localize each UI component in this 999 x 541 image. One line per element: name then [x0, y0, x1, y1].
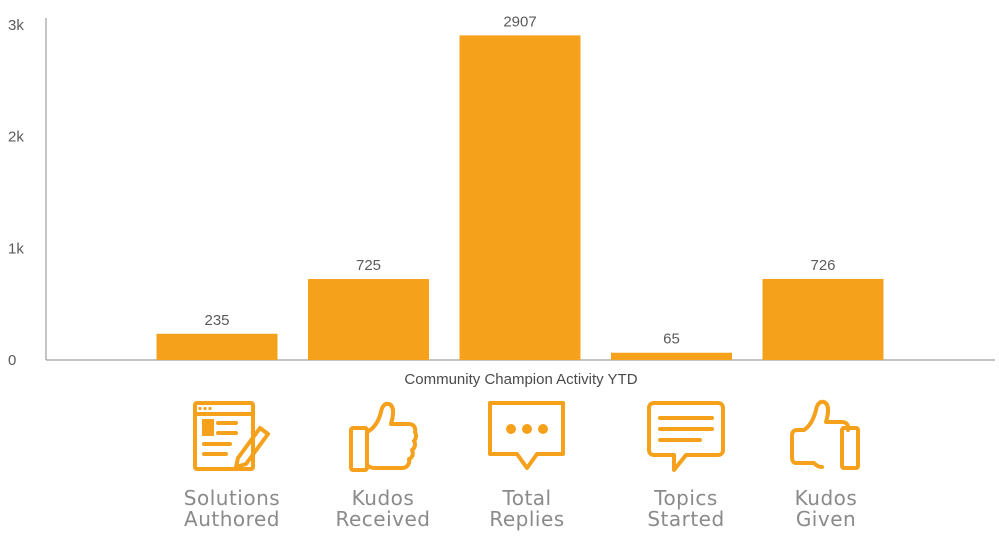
category-topics-started: Topics Started [611, 398, 761, 530]
data-label: 65 [663, 331, 680, 348]
x-axis-label: Community Champion Activity YTD [404, 371, 638, 388]
chat-lines-icon [647, 401, 725, 472]
thumbs-up-icon [349, 401, 419, 472]
category-label: Topics Started [647, 486, 725, 531]
data-label: 2907 [503, 13, 536, 30]
category-kudos-received: Kudos Received [308, 398, 458, 530]
category-label: Kudos Given [794, 486, 858, 531]
category-total-replies: Total Replies [452, 398, 602, 530]
y-tick-label: 2k [8, 129, 24, 146]
bar [762, 278, 884, 360]
data-label: 725 [356, 257, 381, 274]
data-labels: 235 725 2907 65 726 [204, 13, 835, 347]
category-label: Total Replies [489, 486, 565, 531]
data-label: 726 [810, 257, 835, 274]
bar [156, 333, 278, 360]
category-solutions-authored: Solutions Authored [157, 398, 307, 530]
y-tick-label: 3k [8, 17, 24, 34]
category-label: Kudos Received [335, 486, 431, 531]
category-label: Solutions Authored [183, 486, 281, 531]
bar-chart: 0 1k 2k 3k 235 725 2907 65 726 [8, 13, 995, 369]
y-tick-label: 0 [8, 352, 16, 369]
y-tick-label: 1k [8, 240, 24, 257]
bar [459, 35, 581, 360]
thumbs-up-icon [790, 399, 860, 470]
bar [611, 352, 732, 360]
data-label: 235 [204, 312, 229, 329]
bars [156, 35, 884, 360]
category-kudos-given: Kudos Given [751, 398, 901, 530]
document-pencil-icon [193, 401, 270, 471]
y-axis-ticks: 0 1k 2k 3k [8, 17, 24, 369]
chat-dots-icon [488, 401, 565, 470]
bar [308, 279, 429, 360]
